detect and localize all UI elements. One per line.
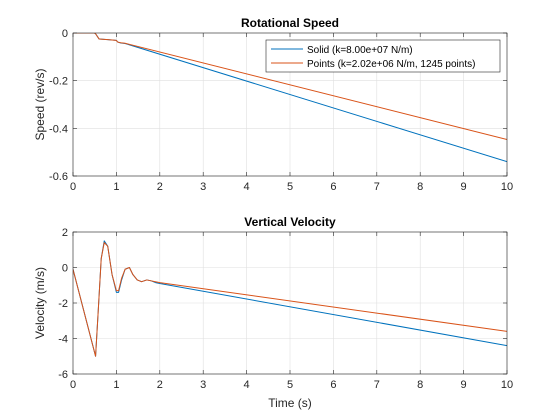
x-tick-label: 3 [200, 181, 206, 193]
series-line-points [73, 33, 507, 141]
chart-title: Vertical Velocity [244, 215, 336, 229]
x-tick-label: 8 [417, 181, 423, 193]
x-tick-label: 1 [113, 181, 119, 193]
y-axis-label: Velocity (m/s) [33, 267, 47, 339]
x-tick-label: 0 [70, 181, 76, 193]
x-tick-label: 4 [244, 181, 250, 193]
legend: Solid (k=8.00e+07 N/m) Points (k=2.02e+06… [265, 39, 501, 73]
y-axis-label: Speed (rev/s) [33, 68, 47, 140]
y-tick-label: -6 [58, 369, 68, 381]
x-tick-label: 6 [330, 181, 336, 193]
x-tick-label: 0 [70, 379, 76, 391]
series-line-points [73, 242, 507, 357]
y-tick-label: 0 [62, 263, 68, 275]
x-axis-label: Time (s) [268, 396, 312, 410]
y-tick-label: 0 [62, 28, 68, 40]
x-tick-label: 9 [461, 181, 467, 193]
x-tick-label: 4 [244, 379, 250, 391]
x-tick-label: 2 [157, 181, 163, 193]
x-tick-label: 1 [113, 379, 119, 391]
legend-entry-label: Solid (k=8.00e+07 N/m) [307, 45, 413, 56]
x-tick-label: 2 [157, 379, 163, 391]
chart-title: Rotational Speed [241, 16, 339, 30]
x-tick-label: 10 [501, 181, 513, 193]
x-tick-label: 5 [287, 379, 293, 391]
y-tick-label: -0.4 [49, 123, 68, 135]
x-tick-label: 7 [374, 379, 380, 391]
y-tick-label: -4 [58, 334, 68, 346]
x-tick-label: 6 [330, 379, 336, 391]
y-tick-label: 2 [62, 227, 68, 239]
x-tick-label: 7 [374, 181, 380, 193]
y-tick-label: -0.6 [49, 171, 68, 183]
x-tick-label: 10 [501, 379, 513, 391]
y-tick-label: -2 [58, 298, 68, 310]
x-tick-label: 5 [287, 181, 293, 193]
x-tick-label: 8 [417, 379, 423, 391]
rotational-speed-axes: 0 1 2 3 4 5 6 7 8 9 10 0 -0.2 -0.4 -0.6 Rotational Spee… [33, 16, 513, 193]
legend-box [265, 39, 501, 73]
legend-entry-label: Points (k=2.02e+06 N/m, 1245 points) [307, 59, 475, 70]
x-tick-label: 9 [461, 379, 467, 391]
vertical-velocity-axes: 0 1 2 3 4 5 6 7 8 9 10 2 0 -2 -4 -6 Vertical Velocity Vel… [33, 215, 513, 410]
x-tick-label: 3 [200, 379, 206, 391]
y-tick-label: -0.2 [49, 76, 68, 88]
